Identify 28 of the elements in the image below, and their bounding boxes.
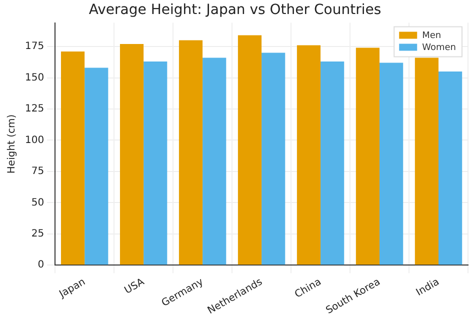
legend-label: Men (422, 31, 442, 42)
y-tick-label: 25 (31, 228, 44, 240)
x-tick-label: India (414, 276, 442, 298)
x-tick-label: China (293, 276, 324, 300)
bar (84, 68, 108, 265)
bar (202, 58, 226, 265)
bar (120, 44, 144, 265)
y-tick-label: 150 (24, 72, 44, 84)
y-axis-title: Height (cm) (6, 114, 18, 174)
chart-title: Average Height: Japan vs Other Countries (88, 2, 382, 18)
bar (380, 62, 404, 265)
y-tick-label: 50 (31, 197, 44, 208)
bar (262, 52, 286, 265)
legend-label: Women (422, 43, 456, 54)
bar (356, 48, 380, 265)
bar (144, 62, 168, 265)
y-tick-label: 125 (24, 104, 44, 115)
bar (438, 72, 462, 265)
bar (238, 35, 262, 265)
y-tick-label: 75 (31, 166, 44, 178)
x-tick-label: USA (122, 276, 146, 297)
bar (320, 62, 344, 265)
bar (178, 40, 203, 265)
y-tick-label: 100 (24, 134, 44, 146)
y-tick-label: 0 (38, 260, 44, 271)
bar (296, 45, 321, 265)
y-tick-label: 175 (24, 41, 44, 52)
bar (60, 52, 85, 265)
